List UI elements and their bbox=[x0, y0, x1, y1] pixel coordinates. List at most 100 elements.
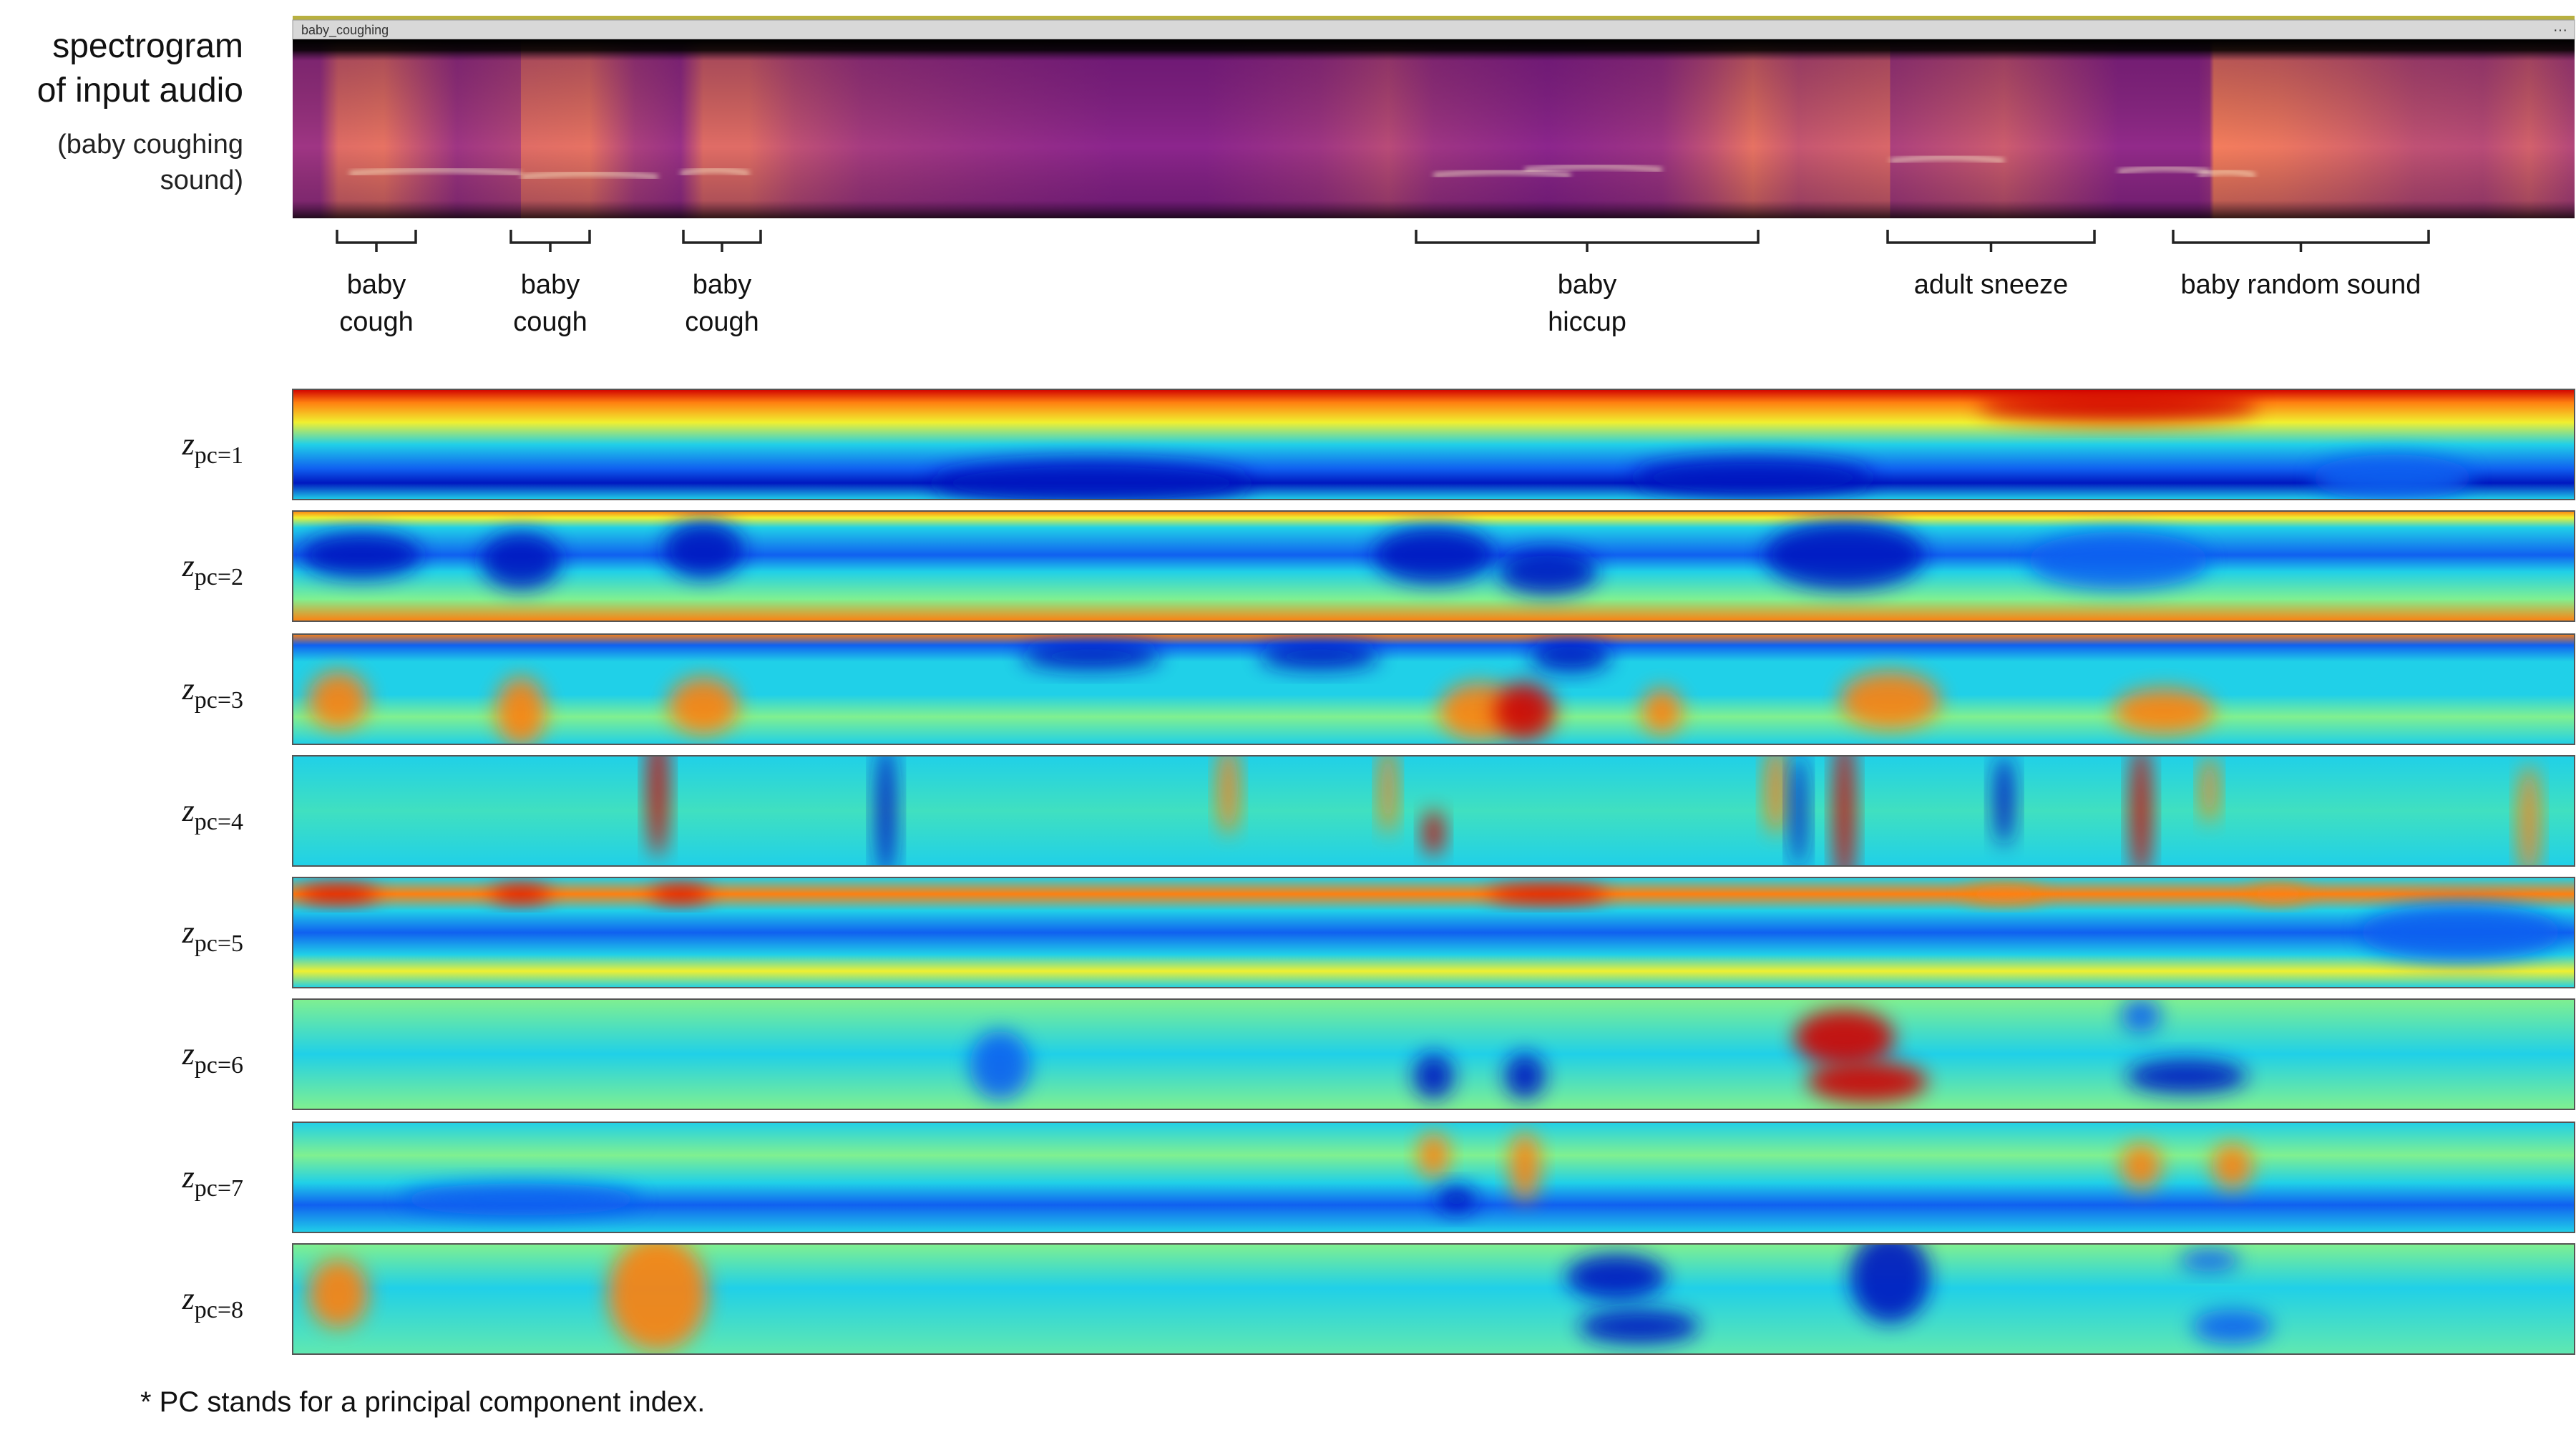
heatmap-border bbox=[292, 1243, 2575, 1355]
heatmap-feature bbox=[2126, 1059, 2247, 1094]
heatmap-feature bbox=[1579, 1309, 1699, 1344]
heatmap-feature bbox=[1418, 1132, 1449, 1179]
heatmap bbox=[293, 999, 2575, 1109]
heatmap-feature bbox=[1765, 756, 1786, 835]
heatmap-feature bbox=[1978, 389, 2259, 422]
heatmap-feature bbox=[480, 532, 561, 590]
annotation-label: baby bbox=[347, 270, 406, 300]
bracket bbox=[1886, 230, 2096, 252]
heatmap-feature bbox=[1994, 756, 2014, 846]
component-label: zpc=7 bbox=[182, 1159, 243, 1202]
heatmap-border bbox=[292, 389, 2575, 500]
heatmap-border bbox=[292, 877, 2575, 988]
heatmap-feature bbox=[2113, 688, 2214, 734]
heatmap-border bbox=[292, 755, 2575, 867]
heatmap-feature bbox=[1530, 640, 1611, 673]
heatmap-feature bbox=[2248, 885, 2308, 903]
heatmap-feature bbox=[2360, 904, 2561, 961]
footnote: * PC stands for a principal component in… bbox=[140, 1386, 705, 1418]
heatmap-feature bbox=[1632, 457, 1873, 498]
heatmap-feature bbox=[1834, 756, 1855, 866]
heatmap bbox=[293, 1122, 2575, 1232]
spectrogram-harmonic bbox=[1433, 170, 1571, 177]
heatmap-feature bbox=[2179, 1249, 2240, 1273]
annotation-label: cough bbox=[685, 307, 759, 337]
annotation-label: baby random sound bbox=[2181, 270, 2421, 300]
component-subscript: pc=7 bbox=[195, 1175, 243, 1202]
heatmap-feature bbox=[1850, 1244, 1931, 1323]
heatmap-feature bbox=[2121, 999, 2162, 1033]
heatmap bbox=[293, 877, 2575, 988]
heatmap-feature bbox=[1436, 1185, 1477, 1214]
heatmap-feature bbox=[1963, 885, 2044, 903]
heatmap-feature bbox=[2212, 1143, 2253, 1190]
heatmap-feature bbox=[1497, 548, 1598, 595]
component-symbol: z bbox=[182, 793, 195, 828]
heatmap-feature bbox=[298, 885, 379, 903]
component-symbol: z bbox=[182, 671, 195, 706]
annotation-label: baby bbox=[693, 270, 751, 300]
heatmap-feature bbox=[2519, 764, 2540, 866]
heatmap-border bbox=[292, 633, 2575, 745]
heatmap-feature bbox=[931, 459, 1252, 500]
heatmap-feature bbox=[1794, 1008, 1895, 1066]
heatmap-base bbox=[293, 877, 2575, 988]
component-subscript: pc=3 bbox=[195, 687, 243, 714]
heatmap-border bbox=[292, 1122, 2575, 1233]
heatmap-feature bbox=[1566, 1254, 1667, 1300]
heatmap-feature bbox=[308, 1259, 369, 1328]
heatmap bbox=[293, 756, 2575, 866]
heatmap-feature bbox=[1764, 520, 1925, 590]
component-label: zpc=3 bbox=[182, 671, 243, 714]
spectrogram-harmonic bbox=[349, 168, 522, 175]
bracket bbox=[1415, 230, 1760, 252]
component-label: zpc=1 bbox=[182, 427, 243, 469]
heatmap-feature bbox=[663, 520, 744, 578]
component-label: zpc=6 bbox=[182, 1036, 243, 1079]
component-subscript: pc=2 bbox=[195, 564, 243, 590]
component-subscript: pc=6 bbox=[195, 1052, 243, 1079]
component-symbol: z bbox=[182, 427, 195, 462]
bracket bbox=[682, 230, 762, 252]
heatmap bbox=[293, 634, 2575, 744]
heatmap-feature bbox=[970, 1031, 1030, 1100]
heatmap-feature bbox=[1423, 809, 1444, 856]
heatmap-border bbox=[292, 998, 2575, 1110]
spectrogram-title: spectrogram bbox=[52, 27, 243, 65]
heatmap-feature bbox=[608, 1244, 708, 1351]
heatmap bbox=[293, 1244, 2575, 1354]
spectrogram-caption: sound) bbox=[160, 165, 243, 195]
heatmap-feature bbox=[1021, 642, 1162, 670]
heatmap-feature bbox=[668, 677, 739, 735]
heatmap-feature bbox=[308, 671, 369, 729]
heatmap-feature bbox=[490, 885, 551, 903]
heatmap-feature bbox=[301, 532, 421, 578]
annotation-label: cough bbox=[513, 307, 587, 337]
spectrogram-harmonic bbox=[520, 172, 658, 179]
heatmap-feature bbox=[2192, 1309, 2273, 1344]
component-symbol: z bbox=[182, 1281, 195, 1316]
heatmap-feature bbox=[495, 676, 546, 744]
component-symbol: z bbox=[182, 548, 195, 583]
window-menu: ··· bbox=[2553, 22, 2567, 38]
heatmap-feature bbox=[2201, 756, 2218, 824]
heatmap-feature bbox=[2311, 454, 2472, 500]
window-border-top bbox=[293, 16, 2575, 20]
spectrogram-harmonic bbox=[680, 168, 750, 175]
heatmap-feature bbox=[1259, 642, 1380, 670]
heatmap-base bbox=[293, 634, 2575, 744]
bracket bbox=[336, 230, 417, 252]
heatmap-feature bbox=[400, 1183, 641, 1216]
heatmap-feature bbox=[1510, 1132, 1541, 1201]
heatmap-feature bbox=[1790, 756, 1807, 866]
heatmap-feature bbox=[1218, 756, 1239, 835]
spectrogram-title: of input audio bbox=[37, 72, 243, 110]
heatmap-feature bbox=[1413, 1053, 1454, 1099]
annotation-label: baby bbox=[1558, 270, 1616, 300]
window-title: baby_coughing bbox=[301, 23, 389, 38]
heatmap bbox=[293, 389, 2575, 500]
component-subscript: pc=5 bbox=[195, 930, 243, 957]
component-symbol: z bbox=[182, 915, 195, 950]
component-subscript: pc=1 bbox=[195, 442, 243, 469]
